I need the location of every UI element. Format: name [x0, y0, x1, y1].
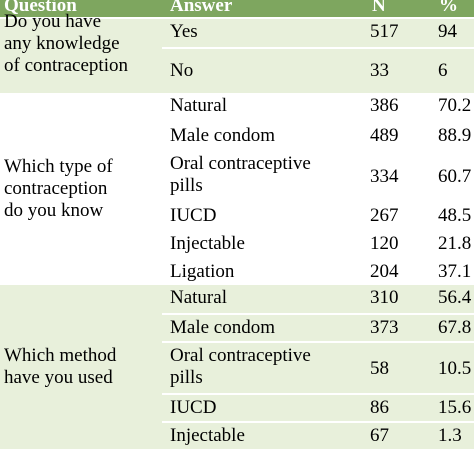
- question-text-line: Which method: [4, 345, 117, 366]
- question-text-line: have you used: [4, 367, 113, 388]
- table-row: Male condom 489 88.9: [162, 121, 474, 149]
- answer-cell: IUCD: [170, 205, 217, 226]
- question-cell: Which type of contraception do you know: [0, 93, 162, 285]
- n-cell: 373: [370, 317, 399, 338]
- percent-cell: 60.7: [438, 166, 472, 187]
- answer-cell: Injectable: [170, 233, 245, 254]
- table-row: Ligation 204 37.1: [162, 257, 474, 285]
- answer-cell: Oral contraceptive: [170, 345, 311, 366]
- percent-cell: 10.5: [438, 358, 472, 379]
- question-text-line: any knowledge: [4, 33, 120, 54]
- answer-cell: IUCD: [170, 397, 217, 418]
- header-answer: Answer: [170, 0, 233, 16]
- answer-cell: Injectable: [170, 425, 245, 446]
- table-row: Injectable 120 21.8: [162, 229, 474, 257]
- table-row: Natural 386 70.2: [162, 93, 474, 121]
- percent-cell: 67.8: [438, 317, 472, 338]
- question-text-line: Do you have: [4, 11, 102, 32]
- percent-cell: 70.2: [438, 95, 472, 116]
- question-text-line: of contraception: [4, 55, 128, 76]
- table-row: Oral contraceptive pills 58 10.5: [162, 341, 474, 393]
- n-cell: 386: [370, 95, 399, 116]
- answer-cell: Ligation: [170, 261, 235, 282]
- answer-cell: pills: [170, 367, 203, 388]
- n-cell: 67: [370, 425, 389, 446]
- question-cell: Do you have any knowledge of contraception: [0, 11, 162, 93]
- answer-cell: No: [170, 60, 194, 81]
- percent-cell: 56.4: [438, 287, 472, 308]
- percent-cell: 94: [438, 21, 457, 42]
- table-row: Yes 517 94: [162, 19, 474, 47]
- table-row: IUCD 267 48.5: [162, 201, 474, 229]
- answer-cell: Oral contraceptive: [170, 153, 311, 174]
- percent-cell: 21.8: [438, 233, 472, 254]
- answer-cell: Natural: [170, 287, 227, 308]
- question-cell: Which method have you used: [0, 285, 162, 449]
- n-cell: 517: [370, 21, 399, 42]
- n-cell: 33: [370, 60, 389, 81]
- header-question: Question: [4, 0, 77, 16]
- question-text-line: Which type of: [4, 156, 113, 177]
- percent-cell: 1.3: [438, 425, 462, 446]
- answer-cell: Yes: [170, 21, 198, 42]
- n-cell: 58: [370, 358, 389, 379]
- table-row: Injectable 67 1.3: [162, 421, 474, 449]
- n-cell: 267: [370, 205, 399, 226]
- n-cell: 334: [370, 166, 399, 187]
- header-percent: %: [439, 0, 458, 16]
- n-cell: 489: [370, 125, 399, 146]
- percent-cell: 37.1: [438, 261, 472, 282]
- percent-cell: 88.9: [438, 125, 472, 146]
- table-row: IUCD 86 15.6: [162, 393, 474, 421]
- answer-cell: Natural: [170, 95, 227, 116]
- header-n: N: [372, 0, 386, 16]
- question-text-line: do you know: [4, 200, 104, 221]
- n-cell: 204: [370, 261, 399, 282]
- answer-cell: pills: [170, 175, 203, 196]
- table-row: Male condom 373 67.8: [162, 313, 474, 341]
- table-header: Question Answer N %: [0, 0, 474, 17]
- table-row: Natural 310 56.4: [162, 285, 474, 313]
- percent-cell: 48.5: [438, 205, 472, 226]
- n-cell: 120: [370, 233, 399, 254]
- percent-cell: 6: [438, 60, 448, 81]
- answer-cell: Male condom: [170, 125, 276, 146]
- percent-cell: 15.6: [438, 397, 472, 418]
- table-row: No 33 6: [162, 47, 474, 93]
- question-text-line: contraception: [4, 178, 108, 199]
- answer-cell: Male condom: [170, 317, 276, 338]
- n-cell: 86: [370, 397, 389, 418]
- n-cell: 310: [370, 287, 399, 308]
- table-row: Oral contraceptive pills 334 60.7: [162, 149, 474, 201]
